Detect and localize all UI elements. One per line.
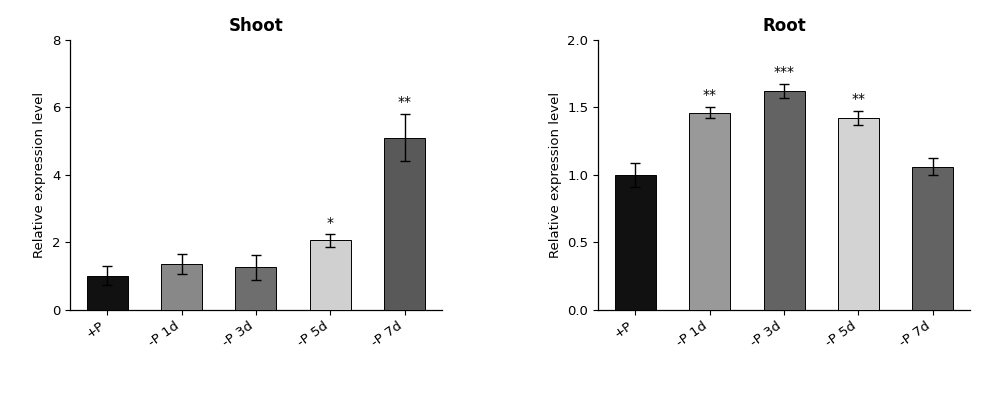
Bar	[384, 138, 425, 310]
Bar	[615, 175, 656, 310]
Title: Root: Root	[762, 17, 806, 35]
Bar	[912, 167, 953, 310]
Y-axis label: Relative expression level: Relative expression level	[33, 92, 46, 258]
Text: ***: ***	[774, 66, 795, 79]
Bar	[87, 276, 128, 310]
Text: **: **	[851, 92, 865, 106]
Title: Shoot: Shoot	[229, 17, 283, 35]
Bar	[764, 91, 805, 310]
Y-axis label: Relative expression level: Relative expression level	[549, 92, 562, 258]
Text: *: *	[327, 216, 334, 229]
Bar	[689, 113, 730, 310]
Bar	[838, 118, 879, 310]
Text: **: **	[398, 95, 412, 109]
Bar	[161, 264, 202, 310]
Bar	[235, 268, 276, 310]
Bar	[310, 241, 351, 310]
Text: **: **	[703, 88, 717, 102]
